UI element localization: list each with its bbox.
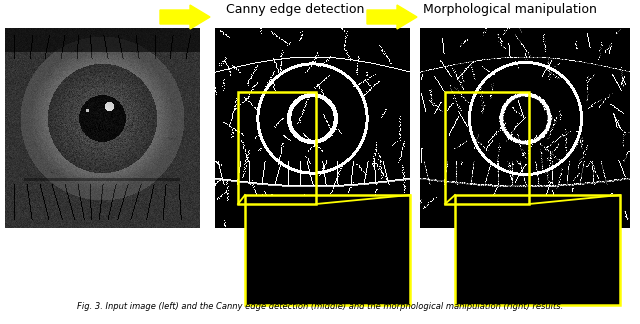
Text: Canny edge detection: Canny edge detection — [226, 3, 364, 16]
Bar — [420, 28, 630, 228]
FancyArrow shape — [367, 5, 417, 29]
Text: Morphological manipulation: Morphological manipulation — [423, 3, 597, 16]
Bar — [445, 92, 529, 204]
Bar — [455, 195, 620, 305]
FancyArrow shape — [160, 5, 210, 29]
Bar — [245, 195, 410, 305]
Bar — [238, 92, 316, 204]
Bar — [215, 28, 410, 228]
Text: Fig. 3. Input image (left) and the Canny edge detection (middle) and the morphol: Fig. 3. Input image (left) and the Canny… — [77, 302, 563, 311]
